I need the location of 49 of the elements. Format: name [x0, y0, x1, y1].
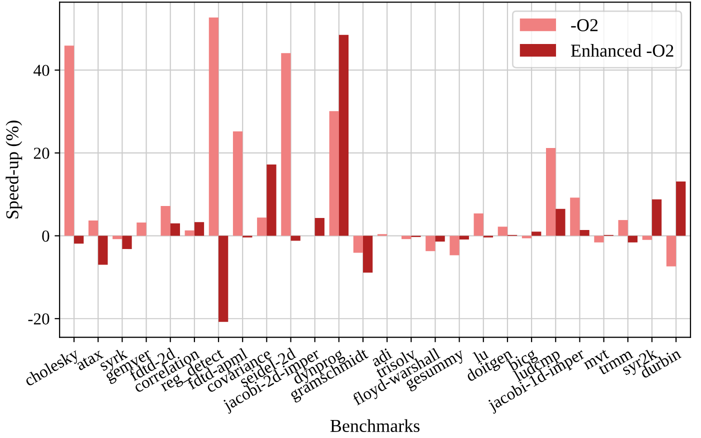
legend-label: -O2 [571, 19, 598, 32]
bar [474, 213, 484, 236]
y-axis-title: Speed-up (%) [6, 120, 22, 218]
bar [580, 230, 590, 236]
bar [329, 111, 339, 236]
bar [136, 222, 146, 236]
bar [208, 18, 219, 236]
bar [362, 236, 373, 273]
bar [522, 236, 532, 238]
bar [628, 236, 638, 242]
bar [194, 222, 204, 236]
bar [676, 182, 686, 236]
bar [88, 220, 98, 236]
bar [266, 164, 276, 236]
bar [618, 220, 628, 236]
bar [666, 236, 676, 266]
legend-label: Enhanced -O2 [570, 44, 674, 57]
bar [459, 236, 469, 240]
y-tick-label: 0 [42, 230, 50, 242]
bar [498, 226, 508, 236]
y-tick-label: -20 [28, 313, 50, 325]
bar [232, 131, 243, 236]
bar [74, 236, 84, 244]
bar [64, 46, 74, 236]
bar [170, 223, 180, 236]
bar [160, 206, 170, 236]
y-tick-label: 40 [34, 64, 50, 76]
bar [426, 236, 436, 252]
bar [98, 236, 108, 265]
bar [338, 34, 349, 236]
bar [435, 236, 445, 242]
bar [450, 236, 460, 256]
x-axis-title: Benchmarks [330, 419, 420, 432]
bar [218, 236, 228, 322]
bar [257, 218, 267, 236]
bar [556, 208, 566, 236]
bar [353, 236, 363, 253]
bar [532, 232, 542, 236]
bar [652, 199, 662, 236]
bar [314, 218, 324, 236]
bar [122, 236, 132, 250]
y-tick-label: 20 [34, 148, 50, 159]
bar [290, 236, 300, 241]
bar [184, 230, 194, 236]
bar [642, 236, 652, 240]
bar [570, 198, 580, 236]
bar [281, 53, 291, 236]
bar [594, 236, 604, 242]
bar [546, 148, 556, 236]
